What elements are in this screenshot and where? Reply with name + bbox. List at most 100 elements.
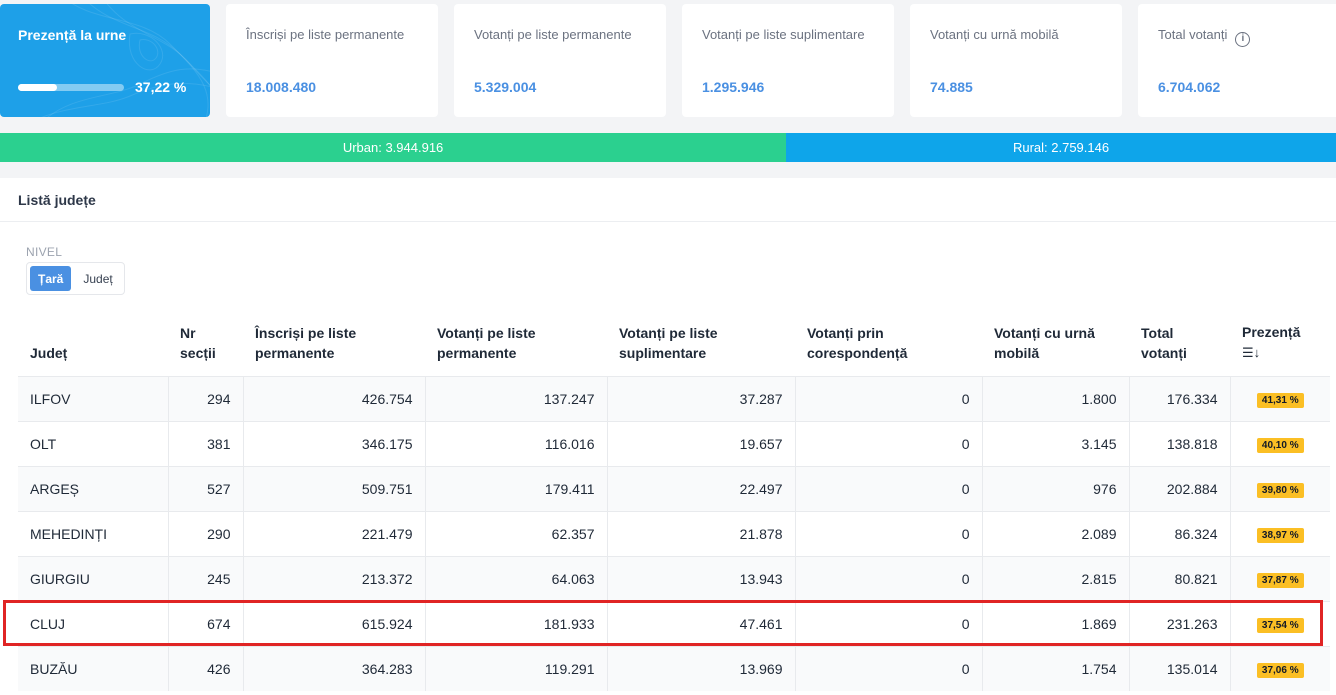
cell-nr-sectii: 426 [168,645,244,691]
table-row[interactable]: MEHEDINȚI 290 221.479 62.357 21.878 0 2.089 86.… [18,510,1330,556]
cell-prezenta: 39,80 % [1230,465,1330,511]
info-icon[interactable]: i [1235,32,1251,47]
cell-prezenta: 41,31 % [1230,375,1330,421]
cell-nr-sectii: 674 [168,600,244,646]
cell-votanti-corespondenta: 0 [795,555,983,601]
card-votanti-suplimentare: Votanți pe liste suplimentare 1.295.946 [682,4,894,117]
nivel-toggle: Țară Județ [26,262,125,295]
cell-votanti-corespondenta: 0 [795,510,983,556]
cell-votanti-suplimentare: 37.287 [607,375,796,421]
toggle-judet-button[interactable]: Județ [83,271,113,286]
cell-votanti-urna-mobila: 2.089 [982,510,1130,556]
card-inscrisi-title: Înscriși pe liste permanente [246,27,405,42]
cell-judet: MEHEDINȚI [18,510,169,556]
cell-prezenta: 37,06 % [1230,645,1330,691]
county-list-panel: Listă județe NIVEL Țară Județ Județ Nr s… [0,178,1336,695]
prezenta-card: Prezență la urne 37,22 % [0,4,210,117]
cell-prezenta: 38,97 % [1230,510,1330,556]
card-votanti-suplimentare-value: 1.295.946 [702,79,765,95]
cell-votanti-suplimentare: 47.461 [607,600,796,646]
card-urna-mobila-title: Votanți cu urnă mobilă [930,27,1059,42]
toggle-tara-button[interactable]: Țară [30,266,72,291]
header-prezenta[interactable]: Prezență ☰↓ [1230,314,1330,376]
cell-total-votanti: 138.818 [1129,420,1231,466]
cell-total-votanti: 202.884 [1129,465,1231,511]
cell-prezenta: 37,87 % [1230,555,1330,601]
cell-judet: ARGEȘ [18,465,169,511]
cell-inscrisi: 615.924 [243,600,426,646]
table-row[interactable]: OLT 381 346.175 116.016 19.657 0 3.145 138.818 4… [18,420,1330,466]
table-row[interactable]: CLUJ 674 615.924 181.933 47.461 0 1.869 231.263… [18,600,1330,646]
urban-rural-bar: Urban: 3.944.916 Rural: 2.759.146 [0,133,1336,162]
panel-title: Listă județe [18,192,96,208]
cell-votanti-permanente: 64.063 [425,555,608,601]
card-votanti-permanente-value: 5.329.004 [474,79,537,95]
cell-votanti-suplimentare: 13.943 [607,555,796,601]
cell-nr-sectii: 294 [168,375,244,421]
table-row[interactable]: GIURGIU 245 213.372 64.063 13.943 0 2.815 80.82… [18,555,1330,601]
card-inscrisi: Înscriși pe liste permanente 18.008.480 [226,4,438,117]
prezenta-badge: 40,10 % [1256,437,1304,453]
card-total-votanti-value: 6.704.062 [1158,79,1221,95]
cell-votanti-corespondenta: 0 [795,645,983,691]
prezenta-title: Prezență la urne [18,27,127,43]
nivel-label: NIVEL [26,245,63,259]
cell-votanti-suplimentare: 21.878 [607,510,796,556]
cell-inscrisi: 221.479 [243,510,426,556]
header-nr-sectii[interactable]: Nr secții [180,324,216,361]
table-row[interactable]: ILFOV 294 426.754 137.247 37.287 0 1.800 176.33… [18,375,1330,421]
prezenta-badge: 37,87 % [1256,572,1304,588]
prezenta-percent: 37,22 % [135,79,187,95]
table-body: ILFOV 294 426.754 137.247 37.287 0 1.800 176.33… [18,375,1330,691]
prezenta-progress-fill [18,84,58,91]
header-judet[interactable]: Județ [30,344,68,361]
table-row[interactable]: BUZĂU 426 364.283 119.291 13.969 0 1.754 135.01… [18,645,1330,691]
header-prezenta-label: Prezență [1242,323,1301,340]
cell-total-votanti: 176.334 [1129,375,1231,421]
cell-judet: ILFOV [18,375,169,421]
urban-segment: Urban: 3.944.916 [0,133,787,162]
cell-nr-sectii: 245 [168,555,244,601]
header-votanti-corespondenta[interactable]: Votanți prin corespondență [807,324,908,361]
cell-prezenta: 37,54 % [1230,600,1330,646]
county-table: Județ Nr secții Înscriși pe liste perman… [18,314,1330,691]
cell-inscrisi: 426.754 [243,375,426,421]
cell-total-votanti: 231.263 [1129,600,1231,646]
cell-votanti-urna-mobila: 1.869 [982,600,1130,646]
card-votanti-suplimentare-title: Votanți pe liste suplimentare [702,27,865,42]
cell-judet: CLUJ [18,600,169,646]
header-votanti-suplimentare[interactable]: Votanți pe liste suplimentare [619,324,718,361]
cell-votanti-permanente: 116.016 [425,420,608,466]
cell-inscrisi: 213.372 [243,555,426,601]
cell-prezenta: 40,10 % [1230,420,1330,466]
cell-votanti-corespondenta: 0 [795,375,983,421]
cell-votanti-corespondenta: 0 [795,420,983,466]
cell-inscrisi: 509.751 [243,465,426,511]
prezenta-badge: 37,06 % [1256,662,1304,678]
card-total-votanti: Total votanți i 6.704.062 [1138,4,1336,117]
header-votanti-permanente[interactable]: Votanți pe liste permanente [437,324,536,361]
header-inscrisi[interactable]: Înscriși pe liste permanente [255,324,357,361]
cell-votanti-urna-mobila: 3.145 [982,420,1130,466]
cell-votanti-corespondenta: 0 [795,465,983,511]
header-votanti-urna-mobila[interactable]: Votanți cu urnă mobilă [994,324,1095,361]
cell-nr-sectii: 381 [168,420,244,466]
card-votanti-permanente: Votanți pe liste permanente 5.329.004 [454,4,666,117]
card-urna-mobila: Votanți cu urnă mobilă 74.885 [910,4,1122,117]
summary-cards: Prezență la urne 37,22 % Înscriși pe lis… [0,4,1336,117]
cell-nr-sectii: 290 [168,510,244,556]
card-inscrisi-value: 18.008.480 [246,79,317,95]
divider [0,221,1336,222]
cell-inscrisi: 346.175 [243,420,426,466]
header-total-votanti[interactable]: Total votanți [1141,324,1187,361]
table-row[interactable]: ARGEȘ 527 509.751 179.411 22.497 0 976 202.884 3… [18,465,1330,511]
prezenta-badge: 41,31 % [1256,392,1304,408]
sort-descending-icon[interactable]: ☰↓ [1242,344,1261,360]
cell-votanti-urna-mobila: 1.800 [982,375,1130,421]
cell-votanti-permanente: 119.291 [425,645,608,691]
prezenta-badge: 39,80 % [1256,482,1304,498]
cell-judet: OLT [18,420,169,466]
card-votanti-permanente-title: Votanți pe liste permanente [474,27,632,42]
prezenta-progress-bar [18,84,124,91]
cell-judet: BUZĂU [18,645,169,691]
